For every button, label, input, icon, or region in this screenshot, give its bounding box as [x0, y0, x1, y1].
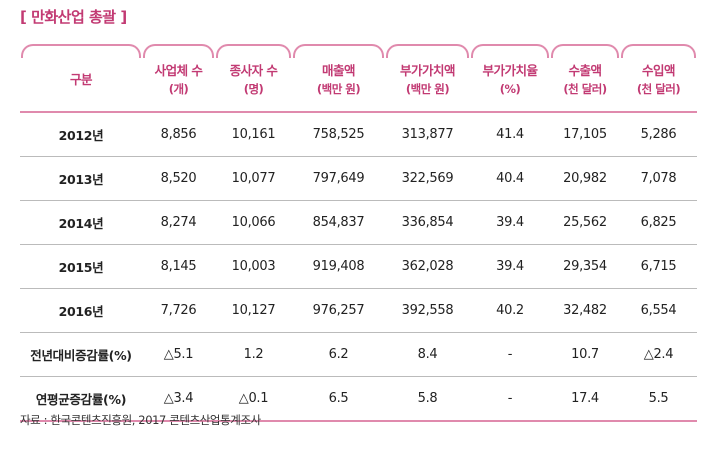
- row-label: 2013년: [20, 156, 142, 201]
- table-cell: 6,554: [620, 288, 697, 333]
- row-label: 전년대비증감률(%): [20, 332, 142, 377]
- column-header: 부가가치율 (%): [470, 42, 550, 113]
- table-cell: 40.4: [470, 156, 550, 201]
- table-cell: 1.2: [215, 332, 292, 377]
- table-cell: 362,028: [385, 244, 470, 289]
- table-cell: 41.4: [470, 112, 550, 157]
- column-header: 종사자 수 (명): [215, 42, 292, 113]
- table-cell: 39.4: [470, 200, 550, 245]
- table-cell: 5.8: [385, 376, 470, 422]
- table-cell: 6.2: [292, 332, 385, 377]
- table-cell: △3.4: [142, 376, 215, 422]
- table-row: 2013년 8,520 10,077 797,649 322,569 40.4 20,982…: [20, 156, 697, 201]
- header-row: 구분 사업체 수 (개) 종사자 수 (명) 매출액 (백만 원) 부가가치액 (백만 원) 부가…: [20, 42, 697, 113]
- table-cell: 392,558: [385, 288, 470, 333]
- row-label: 2015년: [20, 244, 142, 289]
- table-cell: 8,274: [142, 200, 215, 245]
- table-cell: 25,562: [550, 200, 620, 245]
- header-label: 부가가치액: [399, 62, 456, 78]
- column-header: 수입액 (천 달러): [620, 42, 697, 113]
- table-cell: 10,127: [215, 288, 292, 333]
- header-label: 사업체 수: [154, 62, 203, 78]
- table-cell: 20,982: [550, 156, 620, 201]
- table-cell: 976,257: [292, 288, 385, 333]
- table-cell: 6.5: [292, 376, 385, 422]
- header-unit: (천 달러): [636, 81, 681, 96]
- header-label: 부가가치율: [482, 62, 538, 78]
- table-cell: 7,726: [142, 288, 215, 333]
- summary-table: 구분 사업체 수 (개) 종사자 수 (명) 매출액 (백만 원) 부가가치액 (백만 원) 부가…: [20, 42, 697, 422]
- table-cell: 40.2: [470, 288, 550, 333]
- table-cell: △5.1: [142, 332, 215, 377]
- column-header: 사업체 수 (개): [142, 42, 215, 113]
- table-cell: 797,649: [292, 156, 385, 201]
- table-cell: 10,161: [215, 112, 292, 157]
- column-header: 구분: [20, 42, 142, 113]
- table-cell: △2.4: [620, 332, 697, 377]
- table-cell: 8,520: [142, 156, 215, 201]
- table-cell: 8,145: [142, 244, 215, 289]
- table-cell: 322,569: [385, 156, 470, 201]
- table-cell: 6,825: [620, 200, 697, 245]
- row-label: 2012년: [20, 112, 142, 157]
- table-cell: 10,066: [215, 200, 292, 245]
- table-cell: 10,077: [215, 156, 292, 201]
- header-label: 매출액: [321, 62, 356, 78]
- table-cell: 17.4: [550, 376, 620, 422]
- table-cell: 8.4: [385, 332, 470, 377]
- table-row: 연평균증감률(%) △3.4 △0.1 6.5 5.8-17.4 5.5: [20, 376, 697, 422]
- table-cell: 919,408: [292, 244, 385, 289]
- column-header: 매출액 (백만 원): [292, 42, 385, 113]
- table-cell: 8,856: [142, 112, 215, 157]
- header-label: 수입액: [641, 62, 676, 78]
- table-row: 2014년 8,274 10,066 854,837 336,854 39.4 25,562…: [20, 200, 697, 245]
- table-cell: 5.5: [620, 376, 697, 422]
- table-cell: 29,354: [550, 244, 620, 289]
- header-label: 종사자 수: [229, 62, 278, 78]
- table-cell: 5,286: [620, 112, 697, 157]
- table-cell: 32,482: [550, 288, 620, 333]
- header-label: 수출액: [568, 62, 602, 78]
- table-cell: 39.4: [470, 244, 550, 289]
- table-cell: 313,877: [385, 112, 470, 157]
- table-cell: 6,715: [620, 244, 697, 289]
- table-cell: 7,078: [620, 156, 697, 201]
- header-unit: (백만 원): [316, 81, 361, 96]
- table-cell: 10,003: [215, 244, 292, 289]
- header-unit: (백만 원): [405, 81, 450, 96]
- table-cell: △0.1: [215, 376, 292, 422]
- table-cell: -: [470, 332, 550, 377]
- column-header: 부가가치액 (백만 원): [385, 42, 470, 113]
- table-row: 전년대비증감률(%) △5.1 1.2 6.2 8.4-10.7 △2.4: [20, 332, 697, 377]
- header-label: 구분: [69, 72, 93, 87]
- header-unit: (%): [499, 81, 521, 96]
- column-header: 수출액 (천 달러): [550, 42, 620, 113]
- row-label: 연평균증감률(%): [20, 376, 142, 422]
- table-row: 2015년 8,145 10,003 919,408 362,028 39.4 29,354…: [20, 244, 697, 289]
- header-unit: (천 달러): [563, 81, 607, 96]
- table-cell: 758,525: [292, 112, 385, 157]
- table-cell: 854,837: [292, 200, 385, 245]
- row-label: 2016년: [20, 288, 142, 333]
- table-cell: 336,854: [385, 200, 470, 245]
- table-title: [ 만화산업 총괄 ]: [20, 8, 127, 26]
- table-cell: 10.7: [550, 332, 620, 377]
- row-label: 2014년: [20, 200, 142, 245]
- table-cell: -: [470, 376, 550, 422]
- header-unit: (명): [243, 81, 264, 96]
- table-row: 2016년 7,726 10,127 976,257 392,558 40.2 32,482…: [20, 288, 697, 333]
- table-row: 2012년 8,856 10,161 758,525 313,877 41.4 17,105…: [20, 112, 697, 157]
- table-cell: 17,105: [550, 112, 620, 157]
- source-note: 자료 : 한국콘텐츠진흥원, 2017 콘텐츠산업통계조사: [20, 413, 261, 427]
- header-unit: (개): [168, 81, 189, 96]
